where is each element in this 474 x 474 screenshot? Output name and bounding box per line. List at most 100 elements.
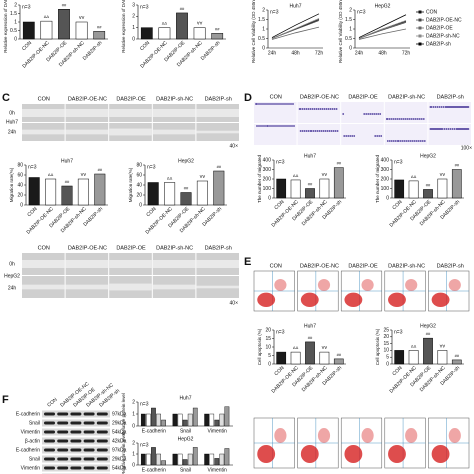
stained-cell — [283, 125, 285, 127]
stained-cell — [284, 103, 286, 105]
stained-cell — [279, 125, 281, 127]
stained-cell — [275, 125, 277, 127]
y-tick-label: 300 — [381, 167, 390, 173]
stained-cell — [287, 125, 289, 127]
stained-cell — [380, 135, 383, 137]
y-tick-label: 10 — [265, 344, 271, 350]
bar — [140, 453, 146, 466]
y-tick-label: 20 — [265, 327, 271, 333]
cell-cloud — [274, 428, 287, 443]
stained-cell — [280, 103, 282, 105]
blot-band — [57, 466, 69, 470]
chart-title: Huh7 — [304, 323, 316, 329]
y-axis-label: Relative protein level — [121, 393, 126, 435]
y-tick-label: 0.5 — [345, 36, 352, 42]
bar — [45, 178, 57, 206]
x-tick-label: 72h — [315, 50, 324, 56]
chart-title: HepG2 — [375, 3, 391, 9]
stained-cell — [282, 103, 284, 105]
n-label: n=3 — [394, 159, 403, 165]
cell-cloud — [344, 445, 363, 463]
significance: ## — [455, 163, 460, 168]
n-label: n=3 — [140, 442, 149, 448]
bar — [276, 351, 287, 365]
stained-cell — [256, 103, 258, 105]
significance: ## — [426, 183, 431, 188]
n-label: n=3 — [140, 401, 149, 407]
stained-cell — [301, 130, 304, 132]
x-tick-label: E-cadherin — [142, 467, 166, 473]
y-tick-label: 0 — [132, 462, 135, 468]
y-tick-label: 0 — [132, 423, 135, 429]
stained-cell — [410, 118, 413, 120]
legend-marker — [418, 34, 422, 38]
y-axis-label: Relative Cell Viability (OD 450nm) — [338, 0, 343, 63]
x-tick-label: E-cadherin — [142, 428, 166, 434]
cell-cloud — [257, 292, 276, 307]
x-tick-label: DAB2IP-sh — [82, 40, 104, 62]
significance: ## — [426, 331, 431, 336]
transwell-image — [428, 124, 471, 145]
stained-cell — [388, 140, 391, 142]
y-tick-label: 400 — [381, 157, 390, 163]
panel-label: C — [2, 92, 10, 104]
stained-cell — [419, 140, 422, 142]
y-axis-label: Relative protein level — [121, 433, 126, 474]
stained-cell — [415, 140, 418, 142]
bar — [192, 407, 198, 427]
stained-cell — [281, 125, 283, 127]
stained-cell — [307, 108, 310, 110]
significance: ∀∀ — [200, 174, 206, 179]
stained-cell — [374, 135, 377, 137]
stained-cell — [305, 130, 308, 132]
stained-cell — [371, 113, 374, 115]
bar — [161, 460, 166, 466]
line — [271, 18, 320, 39]
y-axis-label: Migration rate(%) — [128, 167, 133, 202]
stained-cell — [322, 130, 325, 132]
y-tick-label: 1.5 — [10, 11, 17, 17]
protein-label: Snail — [29, 420, 40, 426]
stained-cell — [392, 140, 395, 142]
transwell-image — [254, 102, 297, 123]
stained-cell — [256, 125, 258, 127]
y-tick-label: 60 — [136, 172, 142, 178]
y-axis-label: The number of migrated — [375, 154, 380, 203]
y-axis-label: Migration rate(%) — [9, 167, 14, 202]
y-tick-label: 1.5 — [258, 17, 265, 23]
y-tick-label: 1 — [349, 26, 352, 32]
blot-band — [83, 457, 95, 461]
significance: ∀∀ — [197, 21, 203, 26]
column-header: DAB2IP-OE — [348, 94, 378, 100]
stained-cell — [429, 128, 432, 130]
stained-cell — [293, 125, 295, 127]
y-tick-label: 200 — [381, 176, 390, 182]
scratch-gap — [196, 109, 239, 117]
x-tick-label: 48h — [378, 50, 387, 56]
y-tick-label: 15 — [265, 336, 271, 342]
stained-cell — [258, 125, 260, 127]
scratch-gap — [65, 109, 109, 117]
stained-cell — [313, 108, 316, 110]
stained-cell — [319, 108, 322, 110]
significance: ## — [308, 335, 313, 340]
y-tick-label: 0 — [386, 195, 389, 201]
significance: ## — [455, 353, 460, 358]
significance: ΔΔ — [411, 174, 417, 179]
bar — [214, 419, 220, 427]
stained-cell — [460, 128, 463, 130]
chart-title: Huh7 — [61, 158, 73, 164]
n-label: n=3 — [357, 9, 366, 15]
significance: ∀∀ — [322, 345, 328, 350]
stained-cell — [453, 128, 456, 130]
column-header: CON — [270, 94, 282, 100]
x-tick-label: CON — [391, 365, 403, 377]
bar — [176, 12, 188, 40]
stained-cell — [307, 130, 310, 132]
magnification: 100× — [461, 145, 472, 151]
blot-band — [70, 439, 82, 443]
scratch-gap — [152, 109, 196, 117]
stained-cell — [414, 118, 417, 120]
stained-cell — [412, 118, 415, 120]
cell-cloud — [405, 279, 418, 291]
